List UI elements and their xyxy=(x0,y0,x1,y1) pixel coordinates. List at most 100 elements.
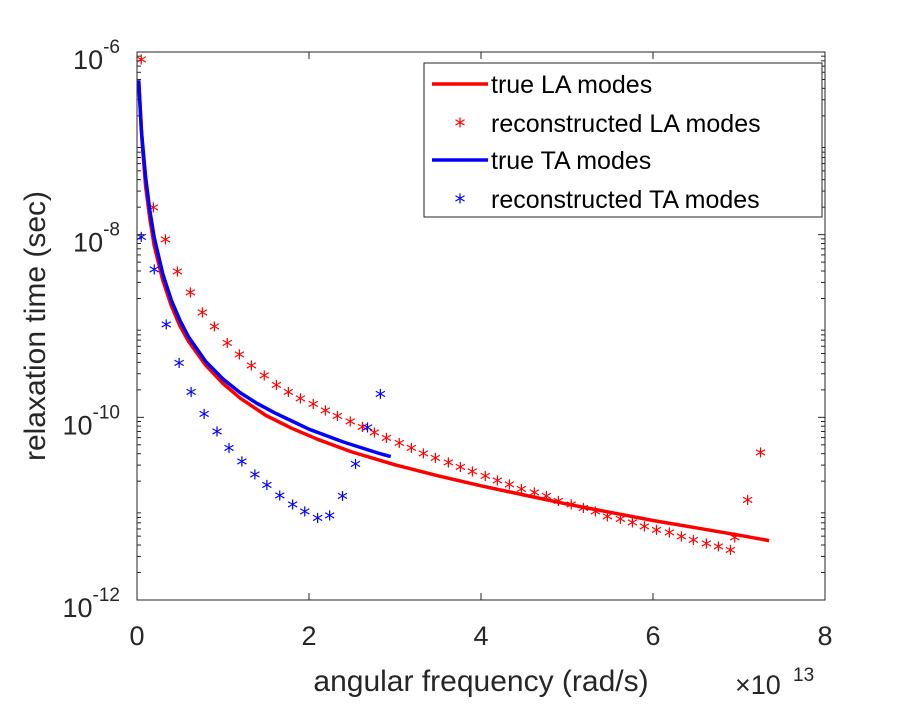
data-point: * xyxy=(627,515,638,540)
y-tick-base: 10 xyxy=(73,45,103,75)
minor-ticks xyxy=(137,55,825,574)
y-tick-exponent: -6 xyxy=(103,37,120,58)
data-point: * xyxy=(467,464,478,489)
data-point: * xyxy=(443,455,454,480)
y-tick-exponent: -8 xyxy=(103,220,120,241)
data-point: * xyxy=(504,477,515,502)
data-point: * xyxy=(369,425,380,450)
data-point: * xyxy=(742,492,753,517)
data-point: * xyxy=(222,335,233,360)
legend-entry-recon-la: * reconstructed LA modes xyxy=(455,110,761,140)
x-tick-label: 0 xyxy=(129,621,144,651)
y-tick-label: 10 -12 xyxy=(62,585,120,623)
data-point: * xyxy=(172,264,183,289)
data-point: * xyxy=(394,436,405,461)
data-point: * xyxy=(287,497,298,522)
data-point: * xyxy=(480,469,491,494)
data-point: * xyxy=(271,377,282,402)
data-point: * xyxy=(541,489,552,514)
data-point: * xyxy=(406,440,417,465)
legend-entry-true-ta: true TA modes xyxy=(432,147,651,175)
data-point: * xyxy=(651,523,662,548)
x-tick-label: 8 xyxy=(817,621,832,651)
data-point: * xyxy=(199,407,210,432)
data-point: * xyxy=(224,440,235,465)
data-point: * xyxy=(602,509,613,534)
x-multiplier: ×10 13 xyxy=(735,665,814,700)
data-point: * xyxy=(418,446,429,471)
data-point: * xyxy=(236,454,247,479)
y-tick-label: 10 -8 xyxy=(73,220,120,258)
data-point: * xyxy=(553,493,564,518)
data-point: * xyxy=(381,430,392,455)
y-tick-base: 10 xyxy=(73,228,103,258)
y-tick-exponent: -10 xyxy=(93,402,120,423)
data-point: * xyxy=(529,485,540,510)
data-point: * xyxy=(676,529,687,554)
x-tick-label: 4 xyxy=(473,621,488,651)
data-point: * xyxy=(357,419,368,444)
y-tick-label: 10 -6 xyxy=(73,37,120,75)
data-point: * xyxy=(345,414,356,439)
legend-entry-recon-ta: * reconstructed TA modes xyxy=(455,186,760,216)
data-point: * xyxy=(295,391,306,416)
data-point: * xyxy=(186,385,197,410)
series-line xyxy=(136,80,392,459)
x-axis-label: angular frequency (rad/s) xyxy=(313,665,648,698)
data-point: * xyxy=(211,424,222,449)
data-point: * xyxy=(246,358,257,383)
data-point: * xyxy=(615,512,626,537)
data-point: * xyxy=(430,450,441,475)
x-axis-ticks: 0 2 4 6 8 xyxy=(129,52,833,651)
data-point: * xyxy=(209,319,220,344)
y-tick-base: 10 xyxy=(62,593,92,623)
data-point: * xyxy=(324,508,335,533)
data-point: * xyxy=(664,525,675,550)
data-point: * xyxy=(249,467,260,492)
data-point: * xyxy=(455,459,466,484)
data-point: * xyxy=(299,504,310,529)
data-point: * xyxy=(590,504,601,529)
series-reconstructed-la-modes: ******** * * * * * * * * * * * * * * * * * * * * * * * * * * * * * * * *… xyxy=(136,52,766,567)
series-line xyxy=(136,80,770,543)
data-point: * xyxy=(136,52,147,77)
data-point: * xyxy=(261,478,272,503)
data-point: * xyxy=(197,305,208,330)
x-tick-label: 2 xyxy=(301,621,316,651)
y-tick-exponent: -12 xyxy=(93,585,120,606)
data-point: * xyxy=(755,445,766,470)
data-point: * xyxy=(337,489,348,514)
y-tick-label: 10 -10 xyxy=(62,402,120,440)
data-point: * xyxy=(362,420,373,445)
series-true-ta-modes xyxy=(136,80,392,459)
series-reconstructed-ta-modes: ********** * * * * * ***** xyxy=(136,229,386,535)
data-point: * xyxy=(578,501,589,526)
x-multiplier-exponent: 13 xyxy=(793,665,814,686)
legend-label-true-ta: true TA modes xyxy=(491,147,651,175)
legend: true LA modes * reconstructed LA modes t… xyxy=(423,62,823,218)
data-point: * xyxy=(350,457,361,482)
data-point: * xyxy=(283,385,294,410)
legend-marker-recon-la: * xyxy=(455,115,466,140)
data-point: * xyxy=(725,543,736,568)
series-layer: ******** * * * * * * * * * * * * * * * * * * * * * * * * * * * * * * * *… xyxy=(136,52,770,568)
data-point: * xyxy=(148,200,159,225)
y-tick-base: 10 xyxy=(62,410,92,440)
data-point: * xyxy=(161,317,172,342)
data-point: * xyxy=(566,497,577,522)
legend-box xyxy=(423,62,823,218)
data-point: * xyxy=(492,473,503,498)
legend-label-recon-la: reconstructed LA modes xyxy=(491,110,761,138)
x-multiplier-base: ×10 xyxy=(735,670,781,700)
data-point: * xyxy=(688,533,699,558)
data-point: * xyxy=(160,232,171,257)
data-point: * xyxy=(149,262,160,287)
data-point: * xyxy=(713,539,724,564)
legend-label-recon-ta: reconstructed TA modes xyxy=(491,186,760,214)
y-axis-label: relaxation time (sec) xyxy=(19,191,52,461)
data-point: * xyxy=(639,519,650,544)
data-point: * xyxy=(332,408,343,433)
data-point: * xyxy=(308,396,319,421)
series-true-la-modes xyxy=(136,80,770,543)
